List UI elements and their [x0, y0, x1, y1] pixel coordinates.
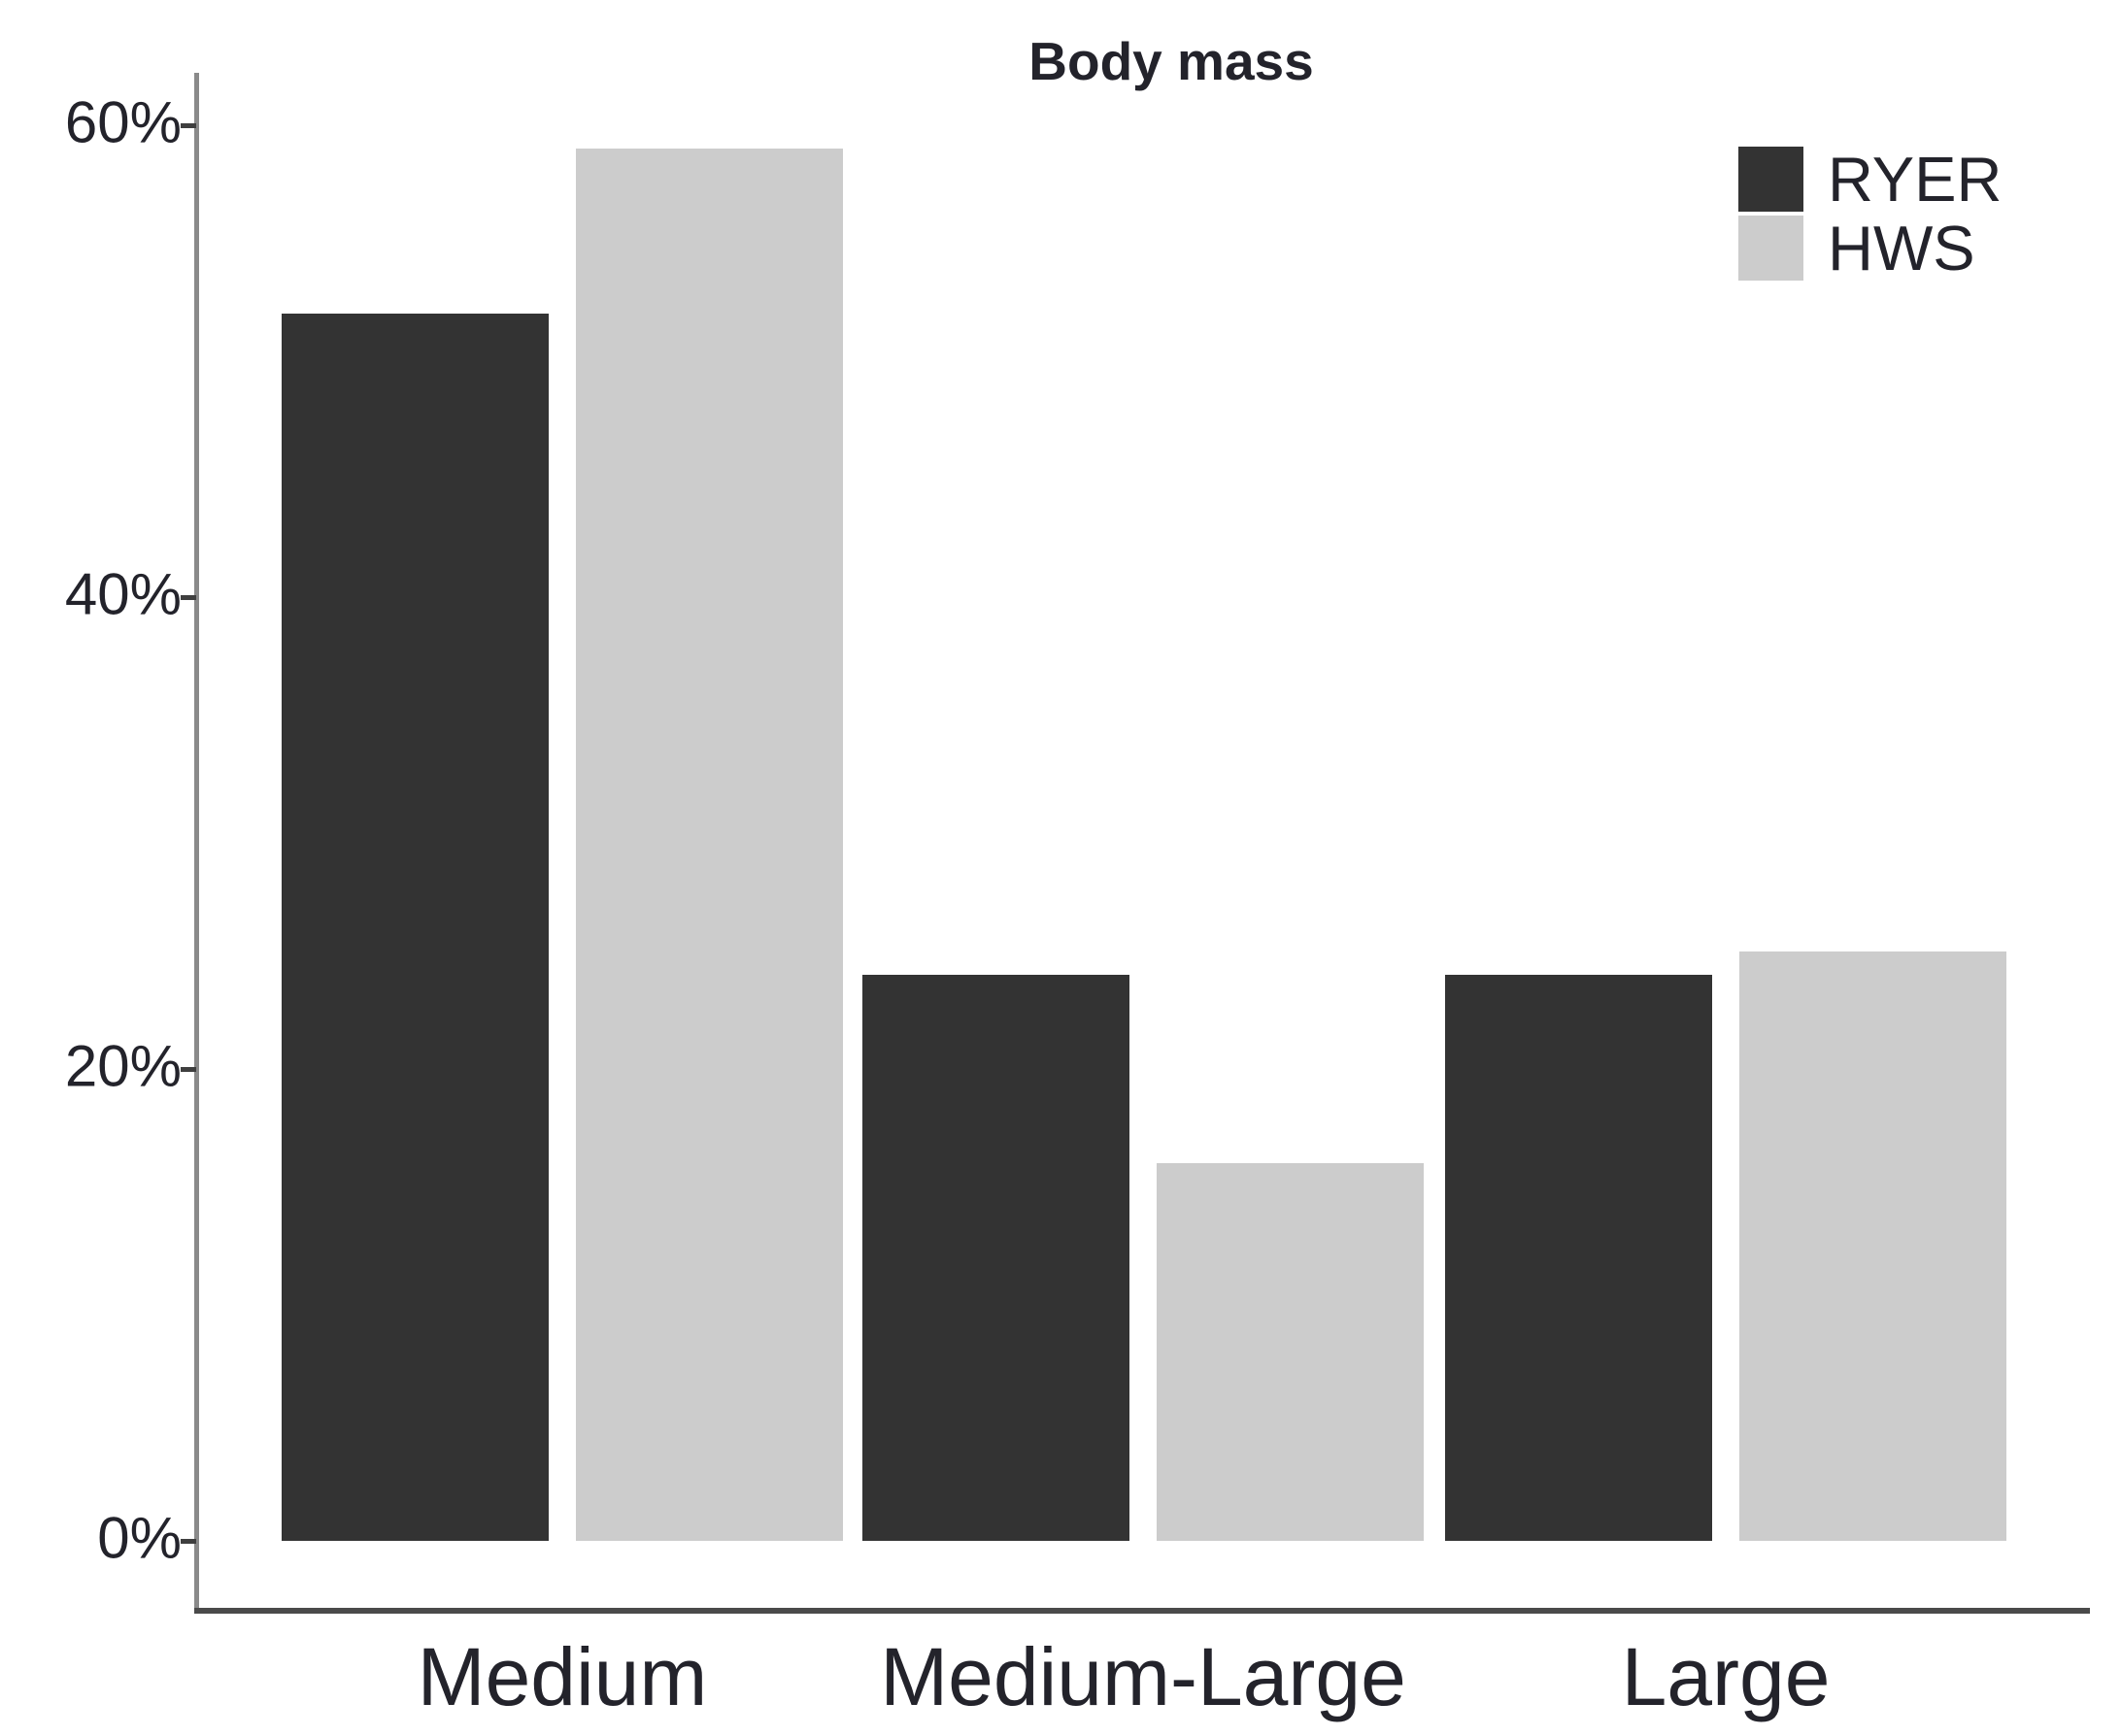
- y-tick-mark: [181, 595, 196, 600]
- bar-hws-medium-large: [1157, 1163, 1424, 1541]
- y-tick-label: 20%: [64, 1033, 182, 1099]
- bar-ryer-large: [1445, 974, 1712, 1541]
- bar-hws-medium: [576, 149, 843, 1541]
- x-axis-line: [194, 1608, 2090, 1614]
- chart-title: Body mass: [1028, 31, 1314, 91]
- bar-ryer-medium: [282, 314, 549, 1541]
- x-category-label: Large: [1621, 1631, 1831, 1722]
- legend: RYER HWS: [1738, 146, 2002, 281]
- legend-swatch-hws: [1738, 215, 1803, 281]
- y-tick-label: 60%: [64, 89, 182, 155]
- y-tick-label: 40%: [64, 561, 182, 627]
- legend-swatch-ryer: [1738, 146, 1803, 212]
- legend-label-ryer: RYER: [1828, 143, 2003, 215]
- bar-ryer-medium-large: [862, 974, 1129, 1541]
- legend-label-hws: HWS: [1828, 212, 1975, 284]
- y-tick-label: 0%: [97, 1505, 182, 1571]
- legend-item-hws: HWS: [1738, 215, 2002, 281]
- y-axis-line: [194, 73, 199, 1612]
- legend-item-ryer: RYER: [1738, 146, 2002, 212]
- y-tick-mark: [181, 1539, 196, 1544]
- y-tick-mark: [181, 1067, 196, 1072]
- x-category-label: Medium-Large: [880, 1631, 1406, 1722]
- y-tick-mark: [181, 123, 196, 128]
- x-category-label: Medium: [417, 1631, 708, 1722]
- bar-hws-large: [1739, 951, 2006, 1541]
